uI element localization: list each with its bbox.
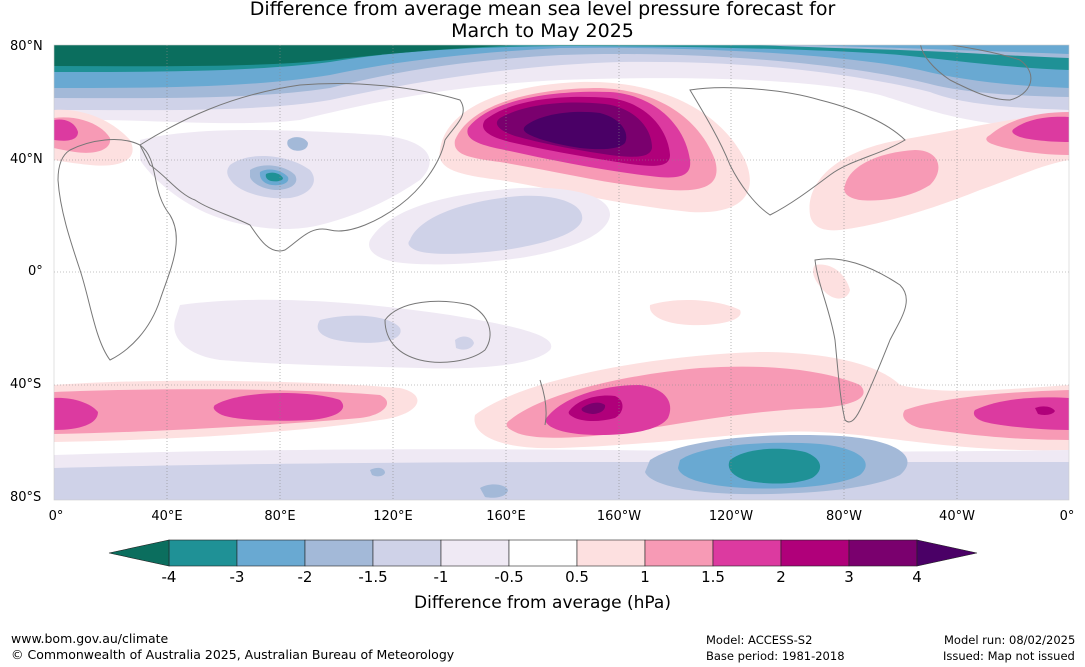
colorbar-bin <box>712 539 782 567</box>
footer-base-period: Base period: 1981-2018 <box>706 649 845 663</box>
colorbar-bin <box>508 539 578 567</box>
lon-label-120e: 120°E <box>373 509 413 524</box>
asia-negative-anomaly <box>140 130 430 230</box>
antarctic-anomaly-band <box>54 435 1069 500</box>
colorbar-low-extend <box>108 539 170 567</box>
colorbar-tick-label: -3 <box>229 568 245 586</box>
lon-label-40w: 40°W <box>939 509 975 524</box>
colorbar-bin <box>168 539 238 567</box>
colorbar-tick-label: -2 <box>297 568 313 586</box>
map-title-line2: March to May 2025 <box>451 20 634 42</box>
lon-label-80e: 80°E <box>264 509 296 524</box>
north-atlantic-positive-anomaly <box>54 109 1069 231</box>
lon-label-80w: 80°W <box>826 509 862 524</box>
colorbar-bin <box>644 539 714 567</box>
gridlines <box>54 45 1069 500</box>
colorbar-tick-label: -1.5 <box>358 568 388 586</box>
footer-model-run: Model run: 08/02/2025 <box>944 633 1076 647</box>
lon-label-40e: 40°E <box>151 509 183 524</box>
southern-ocean-positive-belt <box>54 352 1069 451</box>
lon-label-0-left: 0° <box>48 509 64 524</box>
colorbar-tick-label: 1 <box>640 568 650 586</box>
lon-label-0-right: 0° <box>1059 509 1075 524</box>
footer-copyright: © Commonwealth of Australia 2025, Austra… <box>11 647 455 662</box>
colorbar-bin <box>304 539 374 567</box>
southern-negative-band <box>174 264 850 369</box>
lat-label-80n: 80°N <box>10 39 43 54</box>
lat-label-80s: 80°S <box>10 490 42 505</box>
colorbar-bin <box>576 539 646 567</box>
colorbar-tick-label: 0.5 <box>565 568 589 586</box>
colorbar-high-extend <box>916 539 978 567</box>
colorbar-tick-label: -1 <box>433 568 449 586</box>
colorbar-bin <box>440 539 510 567</box>
colorbar-tick-label: 3 <box>844 568 854 586</box>
north-pacific-positive-anomaly <box>439 81 750 213</box>
footer-website: www.bom.gov.au/climate <box>11 631 169 646</box>
footer-issued: Issued: Map not issued <box>943 649 1075 663</box>
colorbar-tick-label: 2 <box>776 568 786 586</box>
tropical-pacific-negative-anomaly <box>369 187 610 265</box>
lon-label-160w: 160°W <box>596 509 642 524</box>
colorbar-tick-label: 1.5 <box>701 568 725 586</box>
colorbar-tick-label: -0.5 <box>494 568 524 586</box>
lat-label-40s: 40°S <box>10 377 42 392</box>
colorbar <box>108 539 978 567</box>
lat-label-equator: 0° <box>28 264 43 279</box>
lon-label-160e: 160°E <box>486 509 526 524</box>
colorbar-bin <box>848 539 918 567</box>
coastlines <box>57 45 1032 426</box>
colorbar-tick-label: 4 <box>912 568 922 586</box>
colorbar-bin <box>236 539 306 567</box>
map-frame <box>53 44 1070 501</box>
colorbar-bin <box>372 539 442 567</box>
map-title-line1: Difference from average mean sea level p… <box>249 0 836 20</box>
footer-model: Model: ACCESS-S2 <box>706 633 813 647</box>
colorbar-bin <box>780 539 850 567</box>
lat-label-40n: 40°N <box>10 152 43 167</box>
lon-label-120w: 120°W <box>708 509 754 524</box>
colorbar-tick-label: -4 <box>161 568 177 586</box>
colorbar-title: Difference from average (hPa) <box>414 593 671 613</box>
arctic-anomaly-band <box>54 45 1069 130</box>
